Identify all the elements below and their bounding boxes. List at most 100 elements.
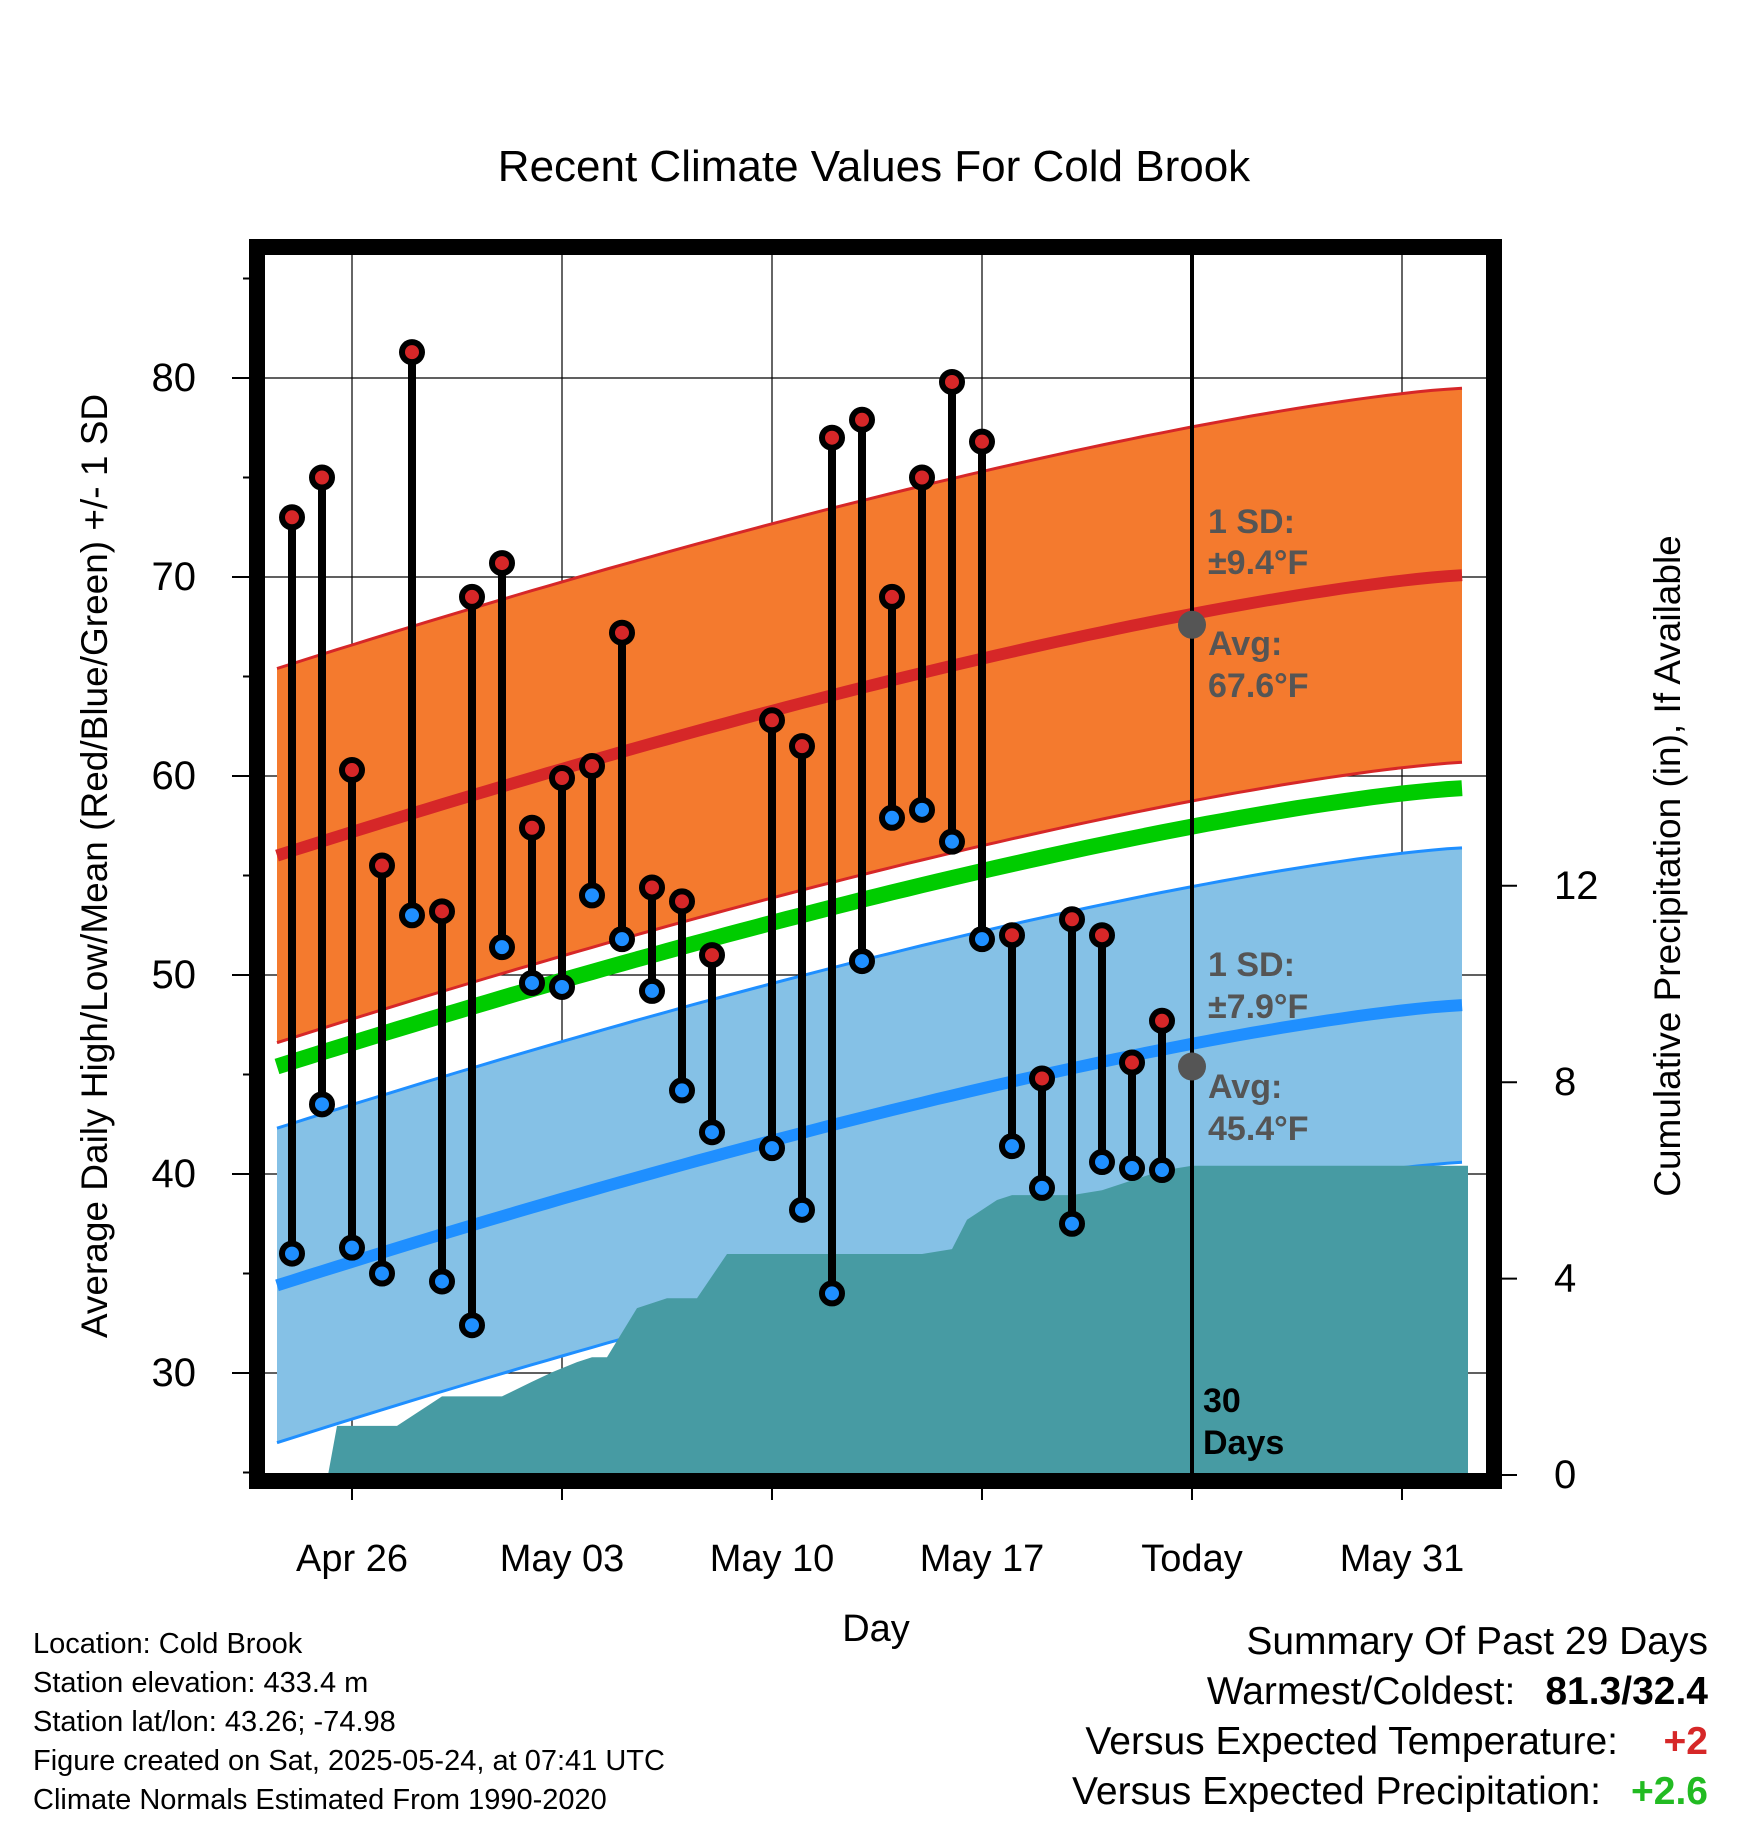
x-axis-label: Day [842,1608,910,1650]
obs-low-point [489,934,515,961]
today-days-label: Days [1203,1424,1284,1462]
obs-high-point [969,428,995,455]
high-avg-value: 67.6°F [1208,667,1309,705]
precip-label: Versus Expected Precipitation: [1072,1770,1601,1813]
obs-low-point [1029,1174,1055,1201]
summary-warmest-row: Warmest/Coldest: 81.3/32.4 [808,1670,1708,1720]
y-tick-label: 40 [152,1152,197,1196]
obs-high-point [999,922,1025,949]
obs-low-point [819,1280,845,1307]
summary-heading: Summary Of Past 29 Days [1246,1620,1708,1663]
obs-low-point [759,1135,785,1162]
low-sd-band [277,847,1462,1443]
obs-high-point [1149,1007,1175,1034]
today-days-number: 30 [1203,1382,1241,1420]
obs-low-point [969,926,995,953]
low-avg-value: 45.4°F [1208,1110,1309,1148]
obs-low-point [909,796,935,823]
summary-panel: Summary Of Past 29 Days Warmest/Coldest:… [808,1620,1708,1820]
obs-low-point [279,1240,305,1267]
obs-low-point [579,882,605,909]
y-tick-label: 70 [152,555,197,599]
obs-low-point [519,969,545,996]
low-sd-label: 1 SD: [1208,946,1295,984]
obs-low-point [429,1268,455,1295]
obs-low-point [699,1119,725,1146]
low-sd-value: ±7.9°F [1208,988,1308,1026]
obs-high-point [519,814,545,841]
obs-low-point [879,804,905,831]
high-avg-label: Avg: [1208,625,1282,663]
summary-temp-row: Versus Expected Temperature: +2 [808,1720,1708,1770]
plot-frame [249,239,1502,1489]
obs-high-point [879,583,905,610]
location-text: Location: Cold Brook [33,1628,303,1660]
obs-high-point [939,368,965,395]
high-sd-value: ±9.4°F [1208,544,1308,582]
summary-heading-row: Summary Of Past 29 Days [808,1620,1708,1670]
obs-low-point [789,1196,815,1223]
y-tick-label: 80 [152,356,197,400]
high-sd-label: 1 SD: [1208,503,1295,541]
y2-tick-label: 4 [1554,1257,1576,1301]
x-tick-label: Today [1141,1538,1242,1580]
obs-low-point [999,1133,1025,1160]
y2-tick-label: 0 [1554,1453,1576,1497]
obs-low-point [639,977,665,1004]
obs-high-point [489,550,515,577]
x-tick-label: Apr 26 [296,1538,408,1580]
obs-low-point [459,1312,485,1339]
observations [279,339,1175,1339]
station-info: Location: Cold Brook Station elevation: … [33,1625,665,1820]
obs-high-point [819,424,845,451]
obs-low-point [309,1091,335,1118]
obs-high-point [369,852,395,879]
normals-text: Climate Normals Estimated From 1990-2020 [33,1784,607,1816]
precip-value: +2.6 [1631,1770,1708,1813]
x-tick-label: May 17 [920,1538,1045,1580]
obs-high-point [1059,906,1085,933]
obs-high-point [429,898,455,925]
obs-high-point [699,942,725,969]
obs-high-point [279,504,305,531]
y-tick-label: 60 [152,754,197,798]
warmest-value: 81.3/32.4 [1545,1670,1708,1713]
obs-low-point [1149,1157,1175,1184]
axes: Apr 26 May 03 May 10 May 17 Today May 3130405… [152,277,1599,1580]
today-high-avg-marker [1178,610,1206,639]
obs-low-point [1089,1149,1115,1176]
x-tick-label: May 03 [500,1538,625,1580]
chart-title: Recent Climate Values For Cold Brook [498,142,1251,191]
obs-high-point [579,753,605,780]
obs-low-point [549,973,575,1000]
obs-low-point [369,1260,395,1287]
obs-high-point [639,874,665,901]
high-sd-band [277,388,1462,1043]
x-tick-label: May 10 [710,1538,835,1580]
obs-high-point [459,583,485,610]
x-tick-label: May 31 [1340,1538,1465,1580]
y-axis-label: Average Daily High/Low/Mean (Red/Blue/Gr… [74,394,115,1338]
low-avg-label: Avg: [1208,1068,1282,1106]
y-tick-label: 30 [152,1351,197,1395]
today-low-avg-marker [1178,1052,1206,1081]
summary-precip-row: Versus Expected Precipitation: +2.6 [808,1770,1708,1820]
y2-axis-label: Cumulative Precipitation (in), If Availa… [1647,535,1688,1197]
precipitation-layer [277,1165,1468,1475]
y2-tick-label: 8 [1554,1060,1576,1104]
obs-low-point [399,902,425,929]
obs-high-point [1119,1049,1145,1076]
obs-high-point [1089,922,1115,949]
obs-high-point [549,764,575,791]
obs-high-point [759,707,785,734]
precip-area [277,1165,1468,1475]
obs-low-point [1119,1155,1145,1182]
temp-label: Versus Expected Temperature: [1085,1720,1618,1763]
obs-low-point [1059,1210,1085,1237]
obs-high-point [1029,1065,1055,1092]
obs-low-point [339,1234,365,1261]
obs-high-point [339,757,365,784]
obs-low-point [609,926,635,953]
obs-low-point [669,1077,695,1104]
